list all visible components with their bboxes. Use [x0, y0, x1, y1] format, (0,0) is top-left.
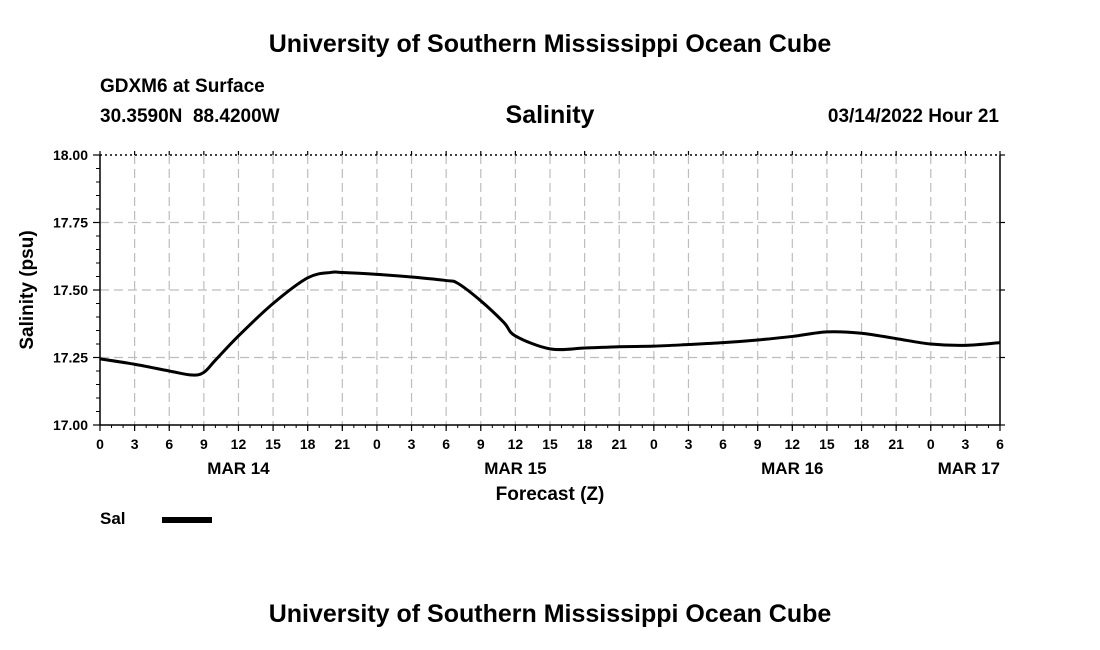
x-tick-label: 18 — [300, 436, 316, 452]
x-tick-label: 9 — [754, 436, 762, 452]
x-tick-label: 15 — [819, 436, 835, 452]
chart-title: Salinity — [505, 101, 595, 129]
x-tick-label: 18 — [854, 436, 870, 452]
x-tick-label: 3 — [408, 436, 416, 452]
x-tick-label: 3 — [131, 436, 139, 452]
x-tick-label: 12 — [231, 436, 247, 452]
y-tick-label: 17.00 — [53, 417, 88, 433]
date-label: MAR 15 — [484, 459, 546, 478]
x-tick-label: 12 — [508, 436, 524, 452]
date-label: MAR 14 — [207, 459, 270, 478]
axes — [93, 151, 1005, 431]
x-tick-label: 9 — [477, 436, 485, 452]
x-tick-label: 21 — [611, 436, 627, 452]
x-tick-label: 0 — [96, 436, 104, 452]
y-tick-label: 17.75 — [53, 215, 88, 231]
date-label: MAR 16 — [761, 459, 823, 478]
x-tick-label: 9 — [200, 436, 208, 452]
x-tick-label: 18 — [577, 436, 593, 452]
x-tick-label: 15 — [265, 436, 281, 452]
station-coordinates: 30.3590N 88.4200W — [100, 106, 280, 127]
x-tick-label: 0 — [927, 436, 935, 452]
x-tick-label: 3 — [685, 436, 693, 452]
x-tick-label: 15 — [542, 436, 558, 452]
grid-lines — [100, 155, 1000, 425]
x-tick-label: 21 — [888, 436, 904, 452]
x-tick-label: 6 — [442, 436, 450, 452]
legend-swatch — [162, 517, 212, 523]
date-label: MAR 17 — [938, 459, 1000, 478]
x-axis-title: Forecast (Z) — [496, 484, 605, 505]
x-tick-label: 0 — [373, 436, 381, 452]
x-tick-label: 6 — [719, 436, 727, 452]
x-tick-label: 3 — [961, 436, 969, 452]
series-line-sal — [99, 270, 1001, 377]
x-tick-label: 6 — [165, 436, 173, 452]
x-tick-label: 12 — [785, 436, 801, 452]
axis-labels: 17.00 17.25 17.50 17.75 18.00 0 3 6 9 12 15 18 21 0 3 6… — [17, 147, 1004, 505]
legend-label: Sal — [100, 509, 126, 528]
y-tick-label: 17.50 — [53, 282, 88, 298]
y-tick-label: 18.00 — [53, 147, 88, 163]
footer-title: University of Southern Mississippi Ocean… — [268, 600, 832, 628]
header-title: University of Southern Mississippi Ocean… — [268, 30, 832, 58]
y-axis-title: Salinity (psu) — [17, 230, 38, 349]
station-label: GDXM6 at Surface — [100, 76, 265, 97]
forecast-datetime: 03/14/2022 Hour 21 — [827, 106, 999, 127]
x-tick-label: 6 — [996, 436, 1004, 452]
series-layer — [99, 270, 1001, 377]
x-tick-label: 21 — [335, 436, 351, 452]
x-tick-label: 0 — [650, 436, 658, 452]
y-tick-label: 17.25 — [53, 350, 88, 366]
